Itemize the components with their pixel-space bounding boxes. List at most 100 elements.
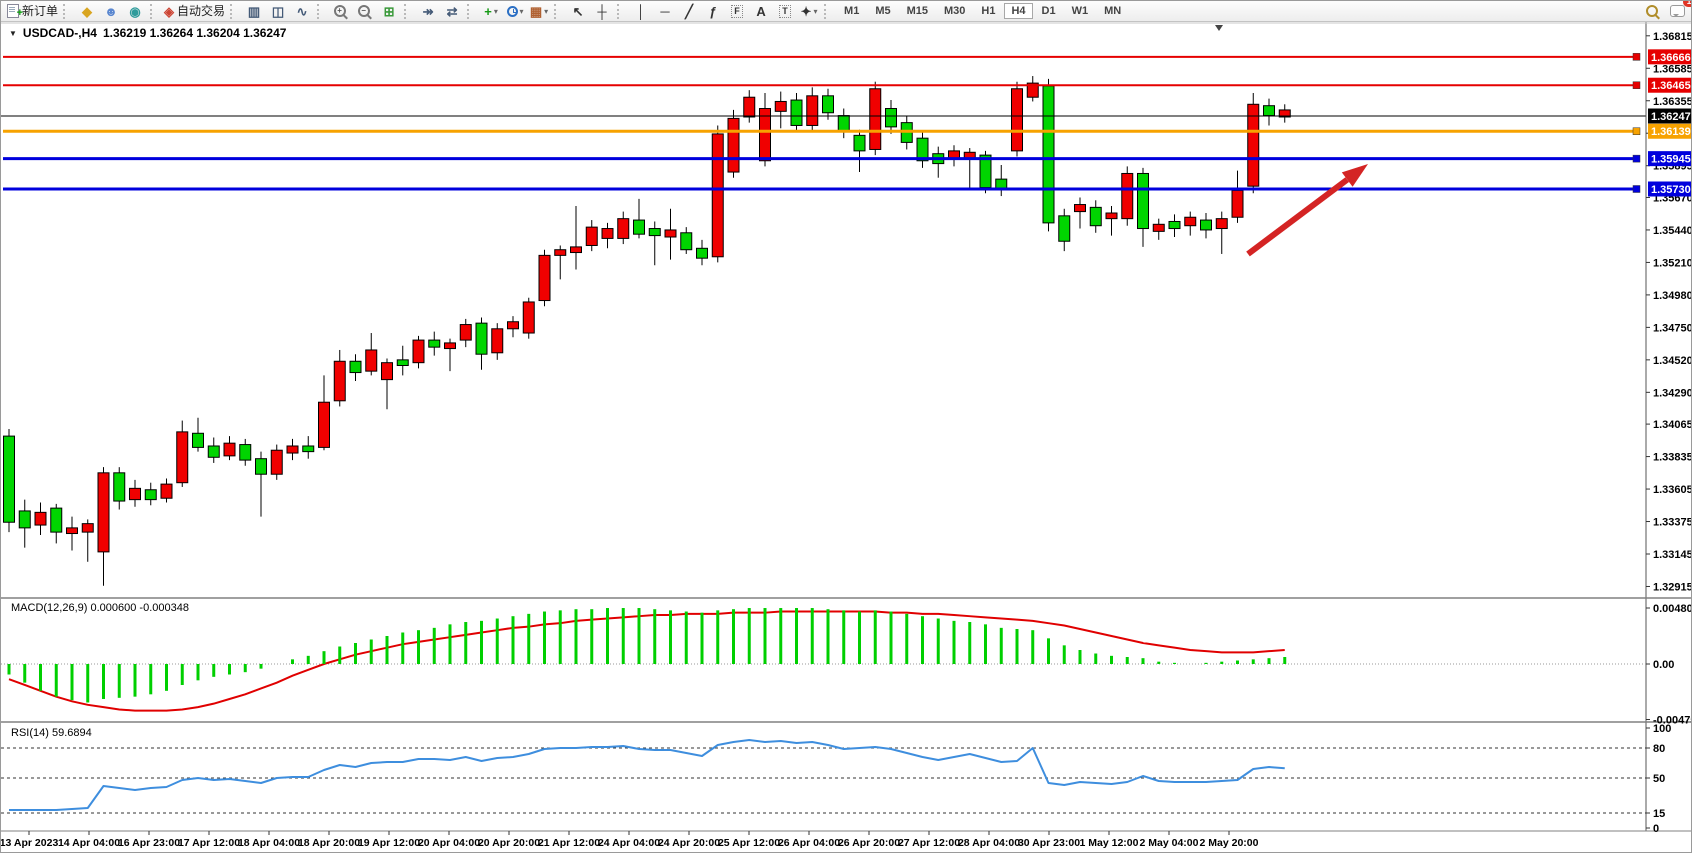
rsi-indicator-label: RSI(14) 59.6894 bbox=[11, 727, 92, 739]
candle-body bbox=[223, 442, 236, 457]
cursor-icon[interactable]: ↖ bbox=[572, 3, 584, 19]
level-handle[interactable] bbox=[1632, 154, 1641, 163]
label-icon[interactable]: T bbox=[773, 2, 797, 21]
candle-body bbox=[1105, 212, 1118, 220]
autotrading-button[interactable]: ◈ 自动交易 bbox=[164, 3, 226, 19]
candle-body bbox=[648, 228, 661, 237]
level-handle[interactable] bbox=[1632, 185, 1641, 193]
candle-body bbox=[491, 328, 504, 354]
candle-body bbox=[711, 133, 724, 258]
candle-body bbox=[207, 445, 220, 458]
rsi-axis-label: 50 bbox=[1653, 773, 1665, 785]
trendline-icon[interactable]: ╱ bbox=[685, 3, 693, 19]
timeframe-m15[interactable]: M15 bbox=[906, 5, 928, 17]
template-button[interactable]: ▦ ▾ bbox=[529, 3, 549, 19]
timeframe-m1[interactable]: M1 bbox=[844, 5, 860, 17]
auto-scroll-icon[interactable]: ↠ bbox=[422, 3, 434, 19]
candle-body bbox=[538, 254, 551, 302]
bar-chart-icon[interactable]: ▥ bbox=[247, 3, 261, 19]
toolbar-group-7: ↖ ┼ bbox=[566, 2, 614, 21]
candle-body bbox=[1278, 109, 1291, 118]
trend-arrow[interactable] bbox=[1246, 164, 1368, 257]
candle-body bbox=[1058, 215, 1071, 242]
toolbar-group-1: ◆ ☻ ◉ bbox=[75, 2, 147, 21]
candle-body bbox=[396, 359, 409, 367]
chat-badge: 1 bbox=[1683, 1, 1691, 7]
tile-windows-icon[interactable]: ⊞ bbox=[383, 3, 395, 19]
collapse-arrow-icon[interactable]: ▼ bbox=[9, 28, 17, 38]
line-chart-icon[interactable]: ∿ bbox=[296, 3, 308, 19]
period-button[interactable]: ▾ bbox=[503, 2, 527, 21]
price-tick-label: 1.35210 bbox=[1653, 257, 1692, 269]
zoom-in-icon[interactable]: + bbox=[329, 2, 353, 21]
price-badge-label: 1.36139 bbox=[1651, 126, 1691, 138]
add-indicator-button[interactable]: + ▾ bbox=[484, 3, 498, 19]
timeframe-h4[interactable]: H4 bbox=[1004, 3, 1033, 19]
timeframe-w1[interactable]: W1 bbox=[1071, 5, 1089, 17]
chart-shift-icon[interactable]: ⇄ bbox=[446, 3, 458, 19]
candle-body bbox=[286, 445, 299, 454]
price-axis[interactable]: 1.368151.365851.363551.361251.358951.356… bbox=[1645, 22, 1692, 831]
level-handle[interactable] bbox=[1632, 81, 1641, 89]
search-icon[interactable] bbox=[1641, 2, 1665, 21]
date-label: 20 Apr 04:00 bbox=[418, 837, 480, 849]
date-label: 17 Apr 12:00 bbox=[178, 837, 240, 849]
candle-body bbox=[18, 510, 31, 529]
timeframe-m5[interactable]: M5 bbox=[875, 5, 891, 17]
candle-body bbox=[1137, 172, 1149, 230]
macd-axis-label: 0.004802 bbox=[1653, 603, 1692, 615]
vertical-line-icon[interactable]: │ bbox=[636, 3, 646, 19]
timeframe-d1[interactable]: D1 bbox=[1041, 5, 1056, 17]
candle-body bbox=[444, 342, 456, 350]
timeframe-mn[interactable]: MN bbox=[1104, 5, 1122, 17]
candle-body bbox=[34, 511, 47, 526]
fibonacci-icon[interactable]: ƒ bbox=[709, 3, 717, 19]
candle-body bbox=[916, 137, 929, 162]
candle-body bbox=[97, 472, 110, 553]
timeframe-m30[interactable]: M30 bbox=[944, 5, 966, 17]
megaphone-icon[interactable]: ◆ bbox=[82, 3, 93, 19]
crosshair-icon[interactable]: ┼ bbox=[597, 3, 607, 19]
candle-body bbox=[1200, 219, 1212, 231]
candle-body bbox=[822, 95, 834, 114]
price-tick-label: 1.36585 bbox=[1653, 63, 1692, 75]
candlestick-icon[interactable]: ◫ bbox=[271, 3, 285, 19]
panel-backgrounds bbox=[1, 22, 1691, 852]
fibo-grid-icon[interactable]: F bbox=[725, 2, 749, 21]
candle-body bbox=[601, 228, 614, 239]
candle-body bbox=[790, 99, 803, 126]
date-label: 14 Apr 04:00 bbox=[58, 837, 120, 849]
text-icon[interactable]: A bbox=[756, 3, 766, 19]
price-tick-label: 1.34290 bbox=[1653, 387, 1692, 399]
arrows-icon[interactable]: ✦ ▾ bbox=[800, 3, 818, 19]
price-tick-label: 1.32915 bbox=[1653, 581, 1692, 593]
chat-icon[interactable]: 1 bbox=[1665, 1, 1691, 21]
horizontal-level-lines[interactable] bbox=[3, 53, 1641, 193]
broadcast-icon[interactable]: ◉ bbox=[129, 3, 141, 19]
price-tick-label: 1.33375 bbox=[1653, 517, 1692, 529]
macd-axis-label: 0.00 bbox=[1653, 659, 1674, 671]
macd-indicator-label: MACD(12,26,9) 0.000600 -0.000348 bbox=[11, 602, 189, 614]
zoom-out-icon[interactable]: − bbox=[353, 2, 377, 21]
date-label: 19 Apr 12:00 bbox=[358, 837, 420, 849]
level-handle[interactable] bbox=[1632, 53, 1641, 61]
rsi-axis-label: 80 bbox=[1653, 743, 1665, 755]
candle-body bbox=[381, 362, 393, 381]
rsi-panel[interactable]: 100 80 50 15 0 RSI(14) 59.6894 bbox=[1, 723, 1671, 835]
timeframe-h1[interactable]: H1 bbox=[981, 5, 996, 17]
horizontal-line-icon[interactable]: ─ bbox=[660, 3, 670, 19]
price-tick-label: 1.36355 bbox=[1653, 96, 1692, 108]
date-label: 20 Apr 20:00 bbox=[478, 837, 540, 849]
macd-panel[interactable]: 0.004802 0.00 -0.004758 MACD(12,26,9) 0.000… bbox=[1, 602, 1692, 726]
person-icon[interactable]: ☻ bbox=[104, 3, 118, 19]
date-label: 2 May 20:00 bbox=[1200, 837, 1259, 849]
candle-body bbox=[365, 349, 378, 372]
new-order-button[interactable]: 新订单 bbox=[5, 2, 60, 23]
candle-body bbox=[680, 232, 693, 251]
date-label: 28 Apr 04:00 bbox=[958, 837, 1020, 849]
level-handle[interactable] bbox=[1632, 127, 1641, 135]
date-label: 26 Apr 20:00 bbox=[838, 837, 900, 849]
